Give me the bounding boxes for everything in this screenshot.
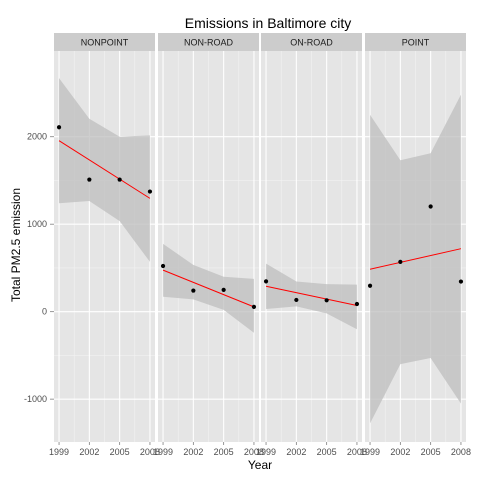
y-tick-label: 1000 [27, 219, 47, 229]
data-point [294, 297, 299, 303]
fit-line [265, 285, 358, 307]
x-tick-label: 2002 [79, 447, 99, 457]
x-tick-label: 2002 [390, 447, 410, 457]
x-tick-label: 1999 [153, 447, 173, 457]
x-tick-label: 2005 [421, 447, 441, 457]
x-tick-label: 2008 [140, 447, 160, 457]
fit-line [58, 140, 151, 199]
strip-non-road [158, 33, 259, 51]
strip-label-nonpoint: NONPOINT [81, 38, 129, 48]
x-tick-label: 1999 [360, 447, 380, 457]
data-point [324, 298, 329, 303]
fit-line [162, 269, 255, 308]
facet-on-road: ON-ROAD 1999 2002 2005 2008 [256, 33, 367, 457]
data-point [87, 177, 92, 182]
x-tick-label: 2008 [244, 447, 264, 457]
y-axis: -1000 0 1000 2000 [24, 132, 54, 404]
fit-line [369, 248, 462, 270]
strip-label-point: POINT [402, 38, 430, 48]
y-tick-label: 2000 [27, 132, 47, 142]
facet-point: POINT 1999 2002 2005 2008 [360, 33, 471, 457]
strip-point [365, 33, 466, 51]
y-tick-label: -1000 [24, 394, 47, 404]
x-tick-label: 2008 [347, 447, 367, 457]
data-point [263, 279, 269, 284]
x-tick-label: 2008 [451, 447, 471, 457]
strip-nonpoint [54, 33, 155, 51]
data-point [458, 279, 464, 284]
strip-label-non-road: NON-ROAD [184, 38, 233, 48]
x-tick-label: 2002 [286, 447, 306, 457]
strip-label-on-road: ON-ROAD [290, 38, 333, 48]
facet-panels: NONPOINT 1999 2002 2005 2008 NON-ROAD 1999 2002… [49, 33, 471, 457]
x-axis-title: Year [248, 458, 272, 472]
data-point [191, 288, 196, 293]
y-tick-label: 0 [42, 307, 47, 317]
x-tick-label: 2002 [183, 447, 203, 457]
facet-nonpoint: NONPOINT 1999 2002 2005 2008 [49, 33, 160, 457]
data-point [398, 259, 403, 264]
data-point [367, 283, 373, 288]
x-tick-label: 2005 [214, 447, 234, 457]
data-point [354, 301, 360, 307]
data-point [221, 287, 226, 292]
x-tick-label: 1999 [256, 447, 276, 457]
data-point [428, 204, 433, 209]
x-tick-label: 1999 [49, 447, 69, 457]
chart-title: Emissions in Baltimore city [185, 15, 352, 31]
facet-non-road: NON-ROAD 1999 2002 2005 2008 [153, 33, 264, 457]
x-tick-label: 2005 [110, 447, 130, 457]
strip-on-road [261, 33, 362, 51]
x-tick-label: 2005 [317, 447, 337, 457]
data-point [251, 304, 257, 309]
data-point [117, 177, 122, 182]
data-point [56, 125, 62, 130]
y-axis-title: Total PM2.5 emission [9, 188, 23, 302]
data-point [160, 263, 166, 269]
data-point [147, 189, 153, 194]
